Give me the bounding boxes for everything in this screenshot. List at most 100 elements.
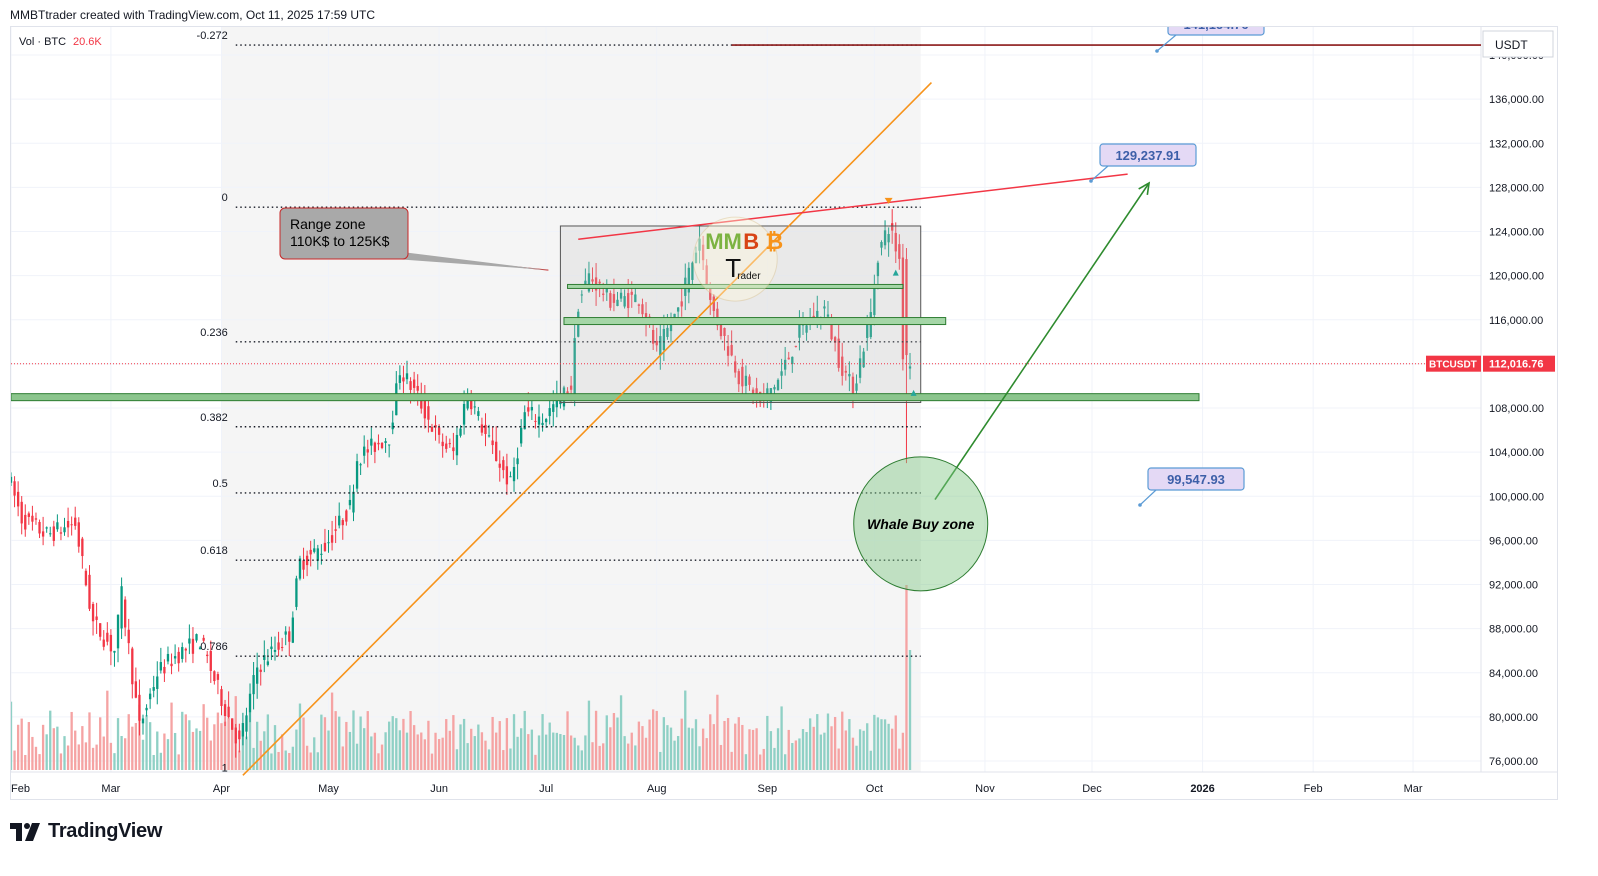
candle-body[interactable] — [616, 299, 619, 307]
candle-body[interactable] — [555, 395, 558, 408]
candle-body[interactable] — [676, 307, 680, 312]
candle-body[interactable] — [24, 514, 27, 530]
candle-body[interactable] — [298, 558, 302, 579]
candle-body[interactable] — [49, 533, 52, 535]
candle-body[interactable] — [56, 522, 59, 530]
candle-body[interactable] — [220, 689, 223, 706]
candle-body[interactable] — [74, 517, 77, 526]
candle-body[interactable] — [470, 397, 473, 410]
candle-body[interactable] — [70, 524, 73, 526]
candle-body[interactable] — [284, 631, 287, 635]
candle-body[interactable] — [466, 394, 469, 409]
candle-body[interactable] — [609, 293, 612, 308]
candle-body[interactable] — [691, 262, 694, 280]
candle-body[interactable] — [776, 379, 780, 391]
candle-body[interactable] — [134, 681, 138, 698]
candle-body[interactable] — [309, 549, 312, 555]
candle-body[interactable] — [138, 694, 141, 721]
candle-body[interactable] — [448, 443, 451, 445]
candle-body[interactable] — [238, 730, 241, 740]
candle-body[interactable] — [477, 411, 480, 416]
range-zone-callout[interactable] — [279, 207, 409, 260]
candle-body[interactable] — [11, 476, 13, 483]
candle-body[interactable] — [619, 292, 623, 299]
candle-body[interactable] — [41, 531, 45, 537]
candle-body[interactable] — [787, 357, 790, 360]
candle-body[interactable] — [512, 467, 516, 482]
candle-body[interactable] — [363, 446, 366, 456]
price-label-support[interactable] — [1147, 467, 1245, 491]
candle-body[interactable] — [484, 424, 487, 435]
candle-body[interactable] — [81, 538, 84, 557]
candle-body[interactable] — [270, 646, 273, 650]
candle-body[interactable] — [380, 443, 384, 448]
candle-body[interactable] — [177, 651, 180, 664]
candle-body[interactable] — [345, 510, 348, 522]
candle-body[interactable] — [573, 338, 576, 395]
candle-body[interactable] — [99, 623, 102, 637]
candle-body[interactable] — [830, 323, 833, 340]
candle-body[interactable] — [655, 340, 658, 346]
candle-body[interactable] — [13, 481, 16, 496]
candle-body[interactable] — [755, 388, 758, 396]
candle-body[interactable] — [552, 404, 555, 412]
candle-body[interactable] — [391, 422, 394, 430]
candle-body[interactable] — [445, 443, 448, 449]
candle-body[interactable] — [730, 344, 733, 356]
candle-body[interactable] — [737, 371, 740, 385]
candle-body[interactable] — [858, 358, 862, 378]
candle-body[interactable] — [741, 366, 744, 387]
candle-body[interactable] — [441, 441, 444, 447]
candle-body[interactable] — [459, 428, 462, 436]
candle-body[interactable] — [712, 296, 715, 311]
candle-body[interactable] — [173, 656, 177, 659]
resistance-zone-middle[interactable] — [563, 317, 947, 326]
candle-body[interactable] — [195, 634, 198, 641]
candle-body[interactable] — [91, 603, 95, 622]
candle-body[interactable] — [106, 632, 109, 642]
candle-body[interactable] — [20, 501, 23, 524]
resistance-zone-upper[interactable] — [567, 283, 904, 289]
candle-body[interactable] — [905, 259, 908, 356]
candle-body[interactable] — [59, 532, 63, 534]
candle-body[interactable] — [416, 385, 419, 391]
candle-body[interactable] — [231, 718, 234, 730]
candle-body[interactable] — [184, 648, 187, 651]
candle-body[interactable] — [480, 424, 484, 433]
candle-body[interactable] — [316, 548, 319, 561]
candle-body[interactable] — [666, 327, 669, 337]
candle-body[interactable] — [908, 366, 912, 369]
candle-body[interactable] — [181, 647, 184, 659]
candle-body[interactable] — [402, 377, 405, 382]
candle-body[interactable] — [880, 242, 883, 248]
candle-body[interactable] — [352, 491, 355, 513]
candle-body[interactable] — [38, 521, 41, 534]
candle-body[interactable] — [388, 444, 391, 446]
candle-body[interactable] — [630, 291, 633, 295]
candle-body[interactable] — [188, 638, 191, 644]
price-label-top[interactable] — [1167, 27, 1265, 36]
target-arrow[interactable] — [934, 182, 1150, 501]
candle-body[interactable] — [580, 294, 583, 296]
candle-body[interactable] — [841, 356, 844, 376]
support-zone[interactable] — [11, 393, 1200, 402]
candle-body[interactable] — [883, 230, 887, 246]
candle-body[interactable] — [277, 642, 280, 650]
candle-body[interactable] — [405, 373, 409, 380]
candle-body[interactable] — [88, 574, 91, 609]
candle-body[interactable] — [305, 555, 309, 566]
candle-body[interactable] — [659, 336, 662, 356]
candle-body[interactable] — [209, 651, 212, 671]
candle-body[interactable] — [156, 676, 159, 689]
candle-body[interactable] — [113, 650, 116, 653]
candle-body[interactable] — [152, 687, 155, 691]
candle-body[interactable] — [837, 338, 840, 368]
candle-body[interactable] — [495, 441, 498, 462]
candle-body[interactable] — [252, 675, 255, 695]
candle-body[interactable] — [898, 244, 901, 259]
candle-body[interactable] — [291, 617, 294, 643]
candle-body[interactable] — [191, 638, 195, 654]
candle-body[interactable] — [734, 361, 737, 373]
candle-body[interactable] — [423, 398, 426, 419]
candle-body[interactable] — [673, 313, 676, 321]
